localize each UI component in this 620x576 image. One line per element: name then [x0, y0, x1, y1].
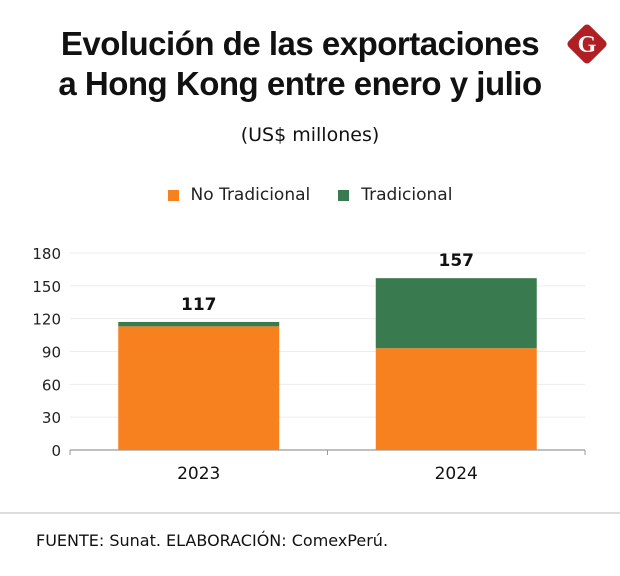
- legend: No Tradicional Tradicional: [0, 185, 620, 205]
- total-label-2024: 157: [439, 251, 475, 271]
- bar-no-tradicional-2023: [118, 326, 280, 450]
- legend-label-no-tradicional: No Tradicional: [190, 185, 311, 205]
- chart-subtitle: (US$ millones): [240, 124, 380, 146]
- bar-no-tradicional-2024: [375, 348, 537, 450]
- footer-divider: [0, 512, 620, 514]
- y-tick-label: 60: [42, 376, 61, 394]
- chart-title: Evolución de las exportaciones a Hong Ko…: [0, 24, 600, 104]
- y-tick-label: 150: [32, 278, 61, 296]
- chart-title-line-2: a Hong Kong entre enero y julio: [58, 65, 542, 102]
- y-tick-label: 180: [32, 245, 61, 263]
- total-label-2023: 117: [181, 295, 217, 315]
- x-tick-label: 2023: [177, 464, 220, 484]
- bar-tradicional-2023: [118, 321, 280, 327]
- legend-label-tradicional: Tradicional: [361, 185, 453, 205]
- y-tick-label: 120: [32, 311, 61, 329]
- y-tick-label: 0: [51, 442, 61, 460]
- y-axis-ticks: 0 30 60 90 120 150 180: [32, 245, 61, 460]
- y-tick-label: 90: [42, 344, 61, 362]
- gestion-g-logo-icon: G: [567, 24, 607, 64]
- bar-tradicional-2024: [375, 278, 537, 349]
- x-tick-label: 2024: [435, 464, 478, 484]
- source-note: FUENTE: Sunat. ELABORACIÓN: ComexPerú.: [36, 531, 389, 550]
- x-axis: [69, 449, 586, 455]
- labels: 117 2023 157 2024: [177, 251, 478, 484]
- y-tick-label: 30: [42, 409, 61, 427]
- legend-swatch-no-tradicional: [167, 189, 179, 201]
- logo-letter: G: [578, 32, 597, 58]
- chart-title-line-1: Evolución de las exportaciones: [60, 25, 540, 62]
- legend-item-tradicional: Tradicional: [338, 185, 452, 205]
- legend-swatch-tradicional: [338, 189, 350, 201]
- bars: [118, 278, 537, 450]
- legend-item-no-tradicional: No Tradicional: [167, 185, 311, 205]
- stacked-bar-chart: 0 30 60 90 120 150 180 117 2023 157 2024: [32, 245, 586, 484]
